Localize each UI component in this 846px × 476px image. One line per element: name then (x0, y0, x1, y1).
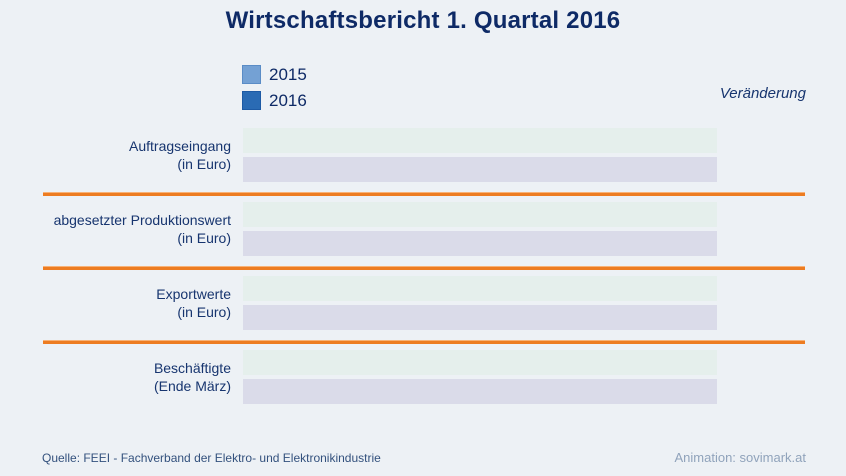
change-column-header: Veränderung (719, 85, 806, 102)
bar-track-2016 (243, 305, 717, 330)
legend-swatch-2015-icon (242, 65, 261, 84)
section-divider (43, 266, 805, 270)
bar-track-2016 (243, 231, 717, 256)
row-label: Beschäftigte (Ende März) (0, 350, 231, 404)
row-label-line1: abgesetzter Produktionswert (53, 212, 231, 228)
row-label-line2: (in Euro) (177, 156, 231, 172)
legend: 2015 2016 (242, 64, 307, 116)
page-title: Wirtschaftsbericht 1. Quartal 2016 (225, 7, 621, 34)
row-label-line2: (in Euro) (177, 304, 231, 320)
bar-track-2015 (243, 350, 717, 375)
row-label-line2: (in Euro) (177, 230, 231, 246)
row-label: abgesetzter Produktionswert (in Euro) (0, 202, 231, 256)
row-label-line2: (Ende März) (153, 378, 231, 394)
chart-row-auftragseingang: Auftragseingang (in Euro) (0, 128, 846, 182)
legend-item-2015: 2015 (242, 64, 307, 85)
legend-swatch-2016-icon (242, 91, 261, 110)
bar-track-2015 (243, 202, 717, 227)
bar-track-2015 (243, 276, 717, 301)
row-label: Exportwerte (in Euro) (0, 276, 231, 330)
chart-row-produktionswert: abgesetzter Produktionswert (in Euro) (0, 202, 846, 256)
animation-credit: Animation: sovimark.at (674, 450, 807, 465)
row-label-line1: Exportwerte (156, 286, 231, 302)
bar-track-2015 (243, 128, 717, 153)
chart-row-beschaeftigte: Beschäftigte (Ende März) (0, 350, 846, 404)
legend-label-2015: 2015 (269, 64, 307, 84)
row-label: Auftragseingang (in Euro) (0, 128, 231, 182)
bar-track-2016 (243, 379, 717, 404)
legend-item-2016: 2016 (242, 90, 307, 111)
legend-label-2016: 2016 (269, 90, 307, 110)
section-divider (43, 340, 805, 344)
row-label-line1: Auftragseingang (129, 138, 231, 154)
row-label-line1: Beschäftigte (153, 360, 231, 376)
source-credit: Quelle: FEEI - Fachverband der Elektro- … (42, 451, 381, 465)
chart-row-exportwerte: Exportwerte (in Euro) (0, 276, 846, 330)
bar-track-2016 (243, 157, 717, 182)
section-divider (43, 192, 805, 196)
